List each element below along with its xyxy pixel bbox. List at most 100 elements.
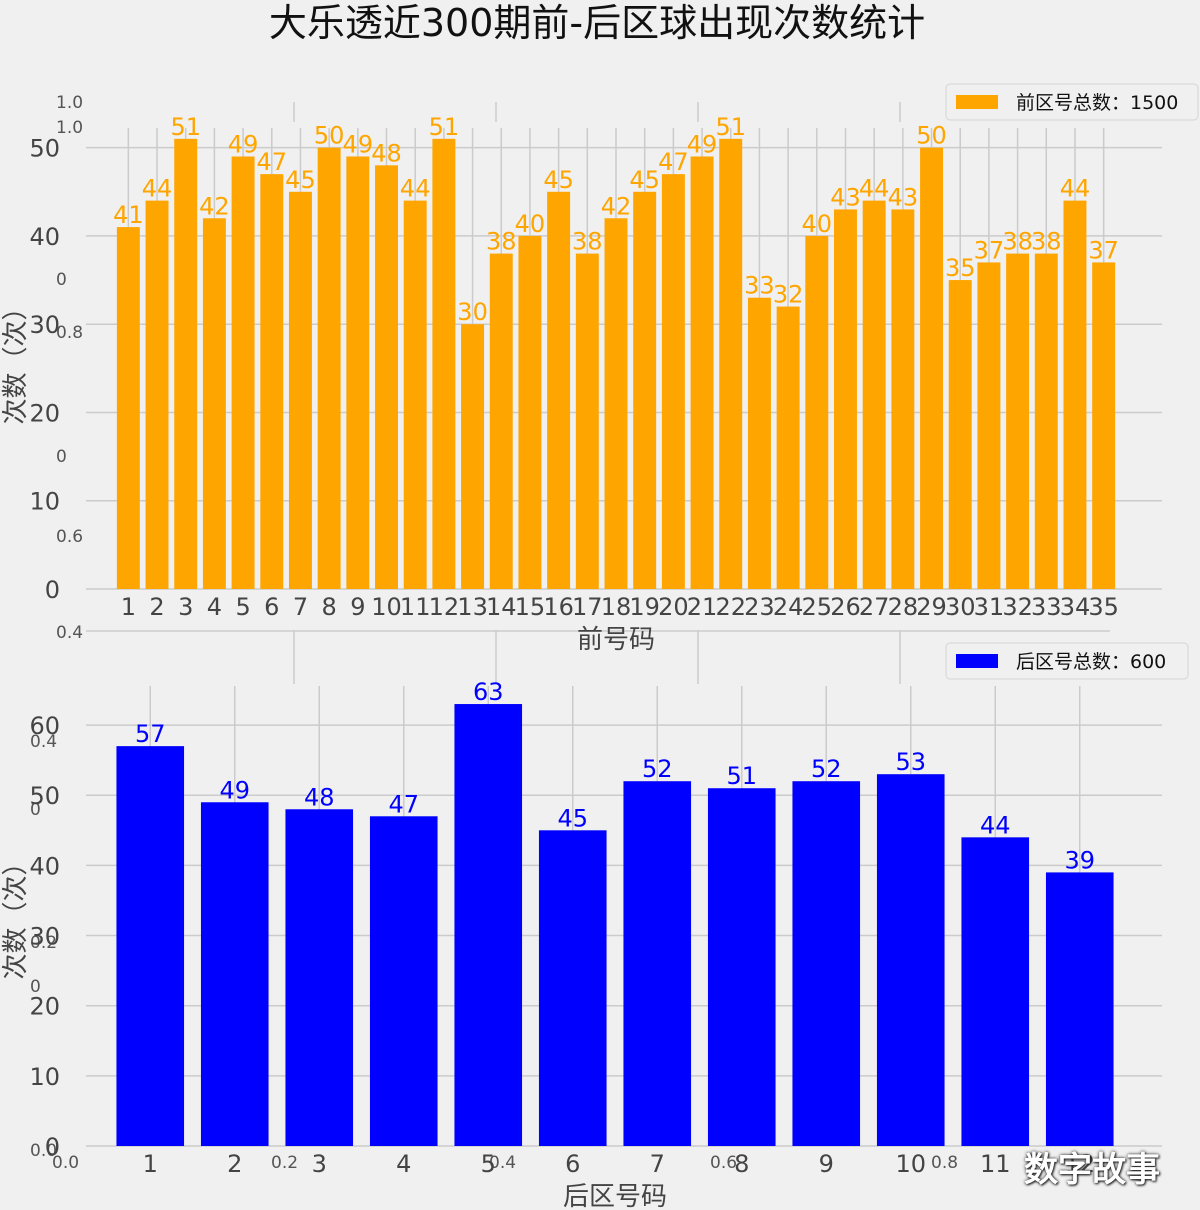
xtick-label-1: 1 xyxy=(143,1150,158,1178)
ytick-label-10: 10 xyxy=(29,1063,60,1091)
ghost-ytick-top-3: 0.8 xyxy=(56,323,83,343)
legend-box xyxy=(945,642,1189,680)
ghost-xtick-bottom-3: 0.6 xyxy=(710,1153,737,1173)
ghost-ytick-bottom-2: 0.2 xyxy=(30,933,57,953)
back-zone-chart: 0 10 20 30 40 50 60 57 1 49 2 48 3 47 4 63 5 45 6 52 7 51 8 52 9… xyxy=(1,642,1189,1210)
xtick-label-22: 22 xyxy=(715,593,746,621)
bar-6 xyxy=(260,174,284,589)
bar-26 xyxy=(834,209,857,589)
xtick-label-5: 5 xyxy=(481,1150,496,1178)
bar-30 xyxy=(948,280,972,589)
bar-17 xyxy=(575,253,599,590)
ytick-label-30: 30 xyxy=(29,311,60,339)
bar-7 xyxy=(288,191,312,590)
ghost-ytick-bottom-3: 0 xyxy=(30,977,41,997)
bar-15 xyxy=(518,235,542,589)
ghost-ytick-bottom-4: 0.0 xyxy=(30,1141,57,1161)
bar-value-label-22: 51 xyxy=(715,113,746,141)
bar-12 xyxy=(1045,872,1114,1146)
bar-value-label-3: 51 xyxy=(170,113,201,141)
bar-7 xyxy=(623,781,692,1146)
front-zone-chart: 0102030405041144251342449547645750849948… xyxy=(1,83,1199,655)
bar-value-label-19: 45 xyxy=(629,166,660,194)
bar-value-label-18: 42 xyxy=(601,192,632,220)
ytick-label-30: 30 xyxy=(29,923,60,951)
legend-label: 前区号总数：1500 xyxy=(1016,92,1178,114)
bar-9 xyxy=(346,156,370,589)
bar-4 xyxy=(369,816,438,1146)
bar-value-label-2: 44 xyxy=(142,175,173,203)
bar-1 xyxy=(116,746,185,1146)
xtick-label-24: 24 xyxy=(773,593,804,621)
bar-5 xyxy=(454,704,523,1146)
bar-35 xyxy=(1092,262,1116,589)
bar-value-label-21: 49 xyxy=(687,130,718,158)
bar-value-label-27: 44 xyxy=(859,175,890,203)
xtick-label-5: 5 xyxy=(235,593,250,621)
bar-12 xyxy=(432,138,456,590)
bar-value-label-9: 49 xyxy=(343,130,374,158)
bar-5 xyxy=(231,156,255,589)
bar-value-label-26: 43 xyxy=(830,183,861,211)
bar-value-label-12: 51 xyxy=(429,113,460,141)
bar-8 xyxy=(707,788,776,1146)
bar-6 xyxy=(538,830,607,1146)
ghost-ytick-top-0: 1.0 xyxy=(56,93,83,113)
bar-value-label-11: 44 xyxy=(400,175,431,203)
xtick-label-2: 2 xyxy=(149,593,164,621)
x-axis-label: 前号码 xyxy=(577,625,655,655)
bar-10 xyxy=(375,165,398,590)
bar-value-label-10: 48 xyxy=(371,139,402,167)
bar-value-label-8: 51 xyxy=(726,762,757,790)
xtick-label-16: 16 xyxy=(543,593,574,621)
xtick-label-4: 4 xyxy=(396,1150,411,1178)
xtick-label-35: 35 xyxy=(1088,593,1119,621)
ghost-xtick-bottom-4: 0.8 xyxy=(931,1153,958,1173)
ghost-ytick-top-4: 0 xyxy=(56,447,67,467)
bar-19 xyxy=(633,191,657,590)
ghost-ytick-top-1: 1.0 xyxy=(56,118,83,138)
legend-label: 后区号总数：600 xyxy=(1016,651,1166,673)
chart-title: 大乐透近300期前-后区球出现次数统计 xyxy=(269,1,925,45)
bar-16 xyxy=(547,191,571,590)
xtick-label-29: 29 xyxy=(916,593,947,621)
ytick-label-20: 20 xyxy=(29,993,60,1021)
xtick-label-15: 15 xyxy=(515,593,546,621)
bar-27 xyxy=(862,200,886,589)
xtick-label-8: 8 xyxy=(322,593,337,621)
xtick-label-12: 12 xyxy=(429,593,460,621)
ghost-ytick-bottom-1: 0 xyxy=(30,800,41,820)
xtick-label-23: 23 xyxy=(744,593,775,621)
bar-value-label-29: 50 xyxy=(916,122,947,150)
xtick-label-2: 2 xyxy=(227,1150,242,1178)
y-axis-label: 次数（次） xyxy=(1,849,31,979)
bar-value-label-17: 38 xyxy=(572,228,603,256)
ytick-label-10: 10 xyxy=(29,488,60,516)
ytick-label-50: 50 xyxy=(29,782,60,810)
ghost-tick-middle: 0.4 xyxy=(56,623,83,643)
ytick-label-0: 0 xyxy=(45,576,60,604)
xtick-label-4: 4 xyxy=(207,593,222,621)
bar-8 xyxy=(317,147,341,589)
bar-value-label-4: 47 xyxy=(388,790,419,818)
ghost-xtick-bottom-2: 0.4 xyxy=(489,1153,516,1173)
bar-value-label-1: 57 xyxy=(135,720,166,748)
xtick-label-11: 11 xyxy=(980,1150,1011,1178)
bar-2 xyxy=(145,200,169,589)
bar-value-label-33: 38 xyxy=(1031,228,1062,256)
bar-value-label-3: 48 xyxy=(304,783,335,811)
legend-swatch xyxy=(956,654,998,668)
bar-value-label-28: 43 xyxy=(888,183,919,211)
xtick-label-31: 31 xyxy=(974,593,1005,621)
ghost-xtick-bottom-1: 0.2 xyxy=(271,1153,298,1173)
bar-value-label-1: 41 xyxy=(113,201,144,229)
ghost-ytick-top-5: 0.6 xyxy=(56,527,83,547)
ytick-label-50: 50 xyxy=(29,135,60,163)
xtick-label-18: 18 xyxy=(601,593,632,621)
xtick-label-1: 1 xyxy=(121,593,136,621)
bar-20 xyxy=(661,174,685,589)
bar-31 xyxy=(977,262,1001,589)
bar-33 xyxy=(1034,253,1058,590)
y-axis-label: 次数（次） xyxy=(1,294,31,424)
bar-28 xyxy=(891,209,915,589)
